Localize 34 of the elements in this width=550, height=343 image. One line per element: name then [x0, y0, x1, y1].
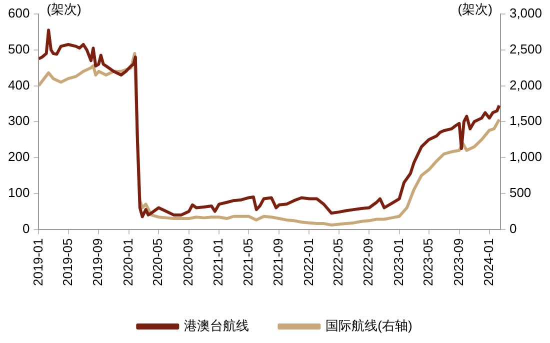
y2-axis-title: (架次)	[458, 2, 492, 17]
x-tick-label: 2023-05	[420, 238, 436, 286]
x-tick-label: 2023-01	[390, 238, 406, 286]
y2-tick-label: 1,500	[509, 113, 542, 128]
x-tick-label: 2022-05	[330, 238, 346, 286]
x-tick-label: 2021-01	[210, 238, 226, 286]
legend-label: 国际航线(右轴)	[326, 318, 412, 334]
x-tick-label: 2019-09	[90, 238, 106, 286]
y-tick-label: 300	[8, 113, 30, 128]
y-tick-label: 400	[8, 77, 30, 92]
x-tick-label: 2019-01	[30, 238, 46, 286]
y2-tick-label: 500	[509, 184, 532, 200]
y2-tick-label: 3,000	[509, 6, 542, 21]
y-tick-label: 100	[8, 184, 30, 200]
y-axis-title: (架次)	[46, 2, 82, 17]
x-tick-label: 2023-09	[450, 238, 466, 286]
y2-tick-label: 2,500	[509, 41, 542, 56]
y-tick-label: 500	[8, 41, 30, 56]
y2-tick-label: 0	[509, 220, 517, 236]
y2-tick-label: 1,000	[509, 149, 542, 164]
y-tick-label: 200	[8, 149, 30, 164]
y-tick-label: 0	[22, 220, 30, 236]
x-tick-label: 2021-05	[240, 238, 256, 286]
x-tick-label: 2020-05	[150, 238, 166, 286]
x-tick-label: 2022-01	[300, 238, 316, 286]
x-tick-label: 2022-09	[360, 238, 376, 286]
legend-label: 港澳台航线	[184, 318, 250, 334]
x-tick-label: 2024-01	[480, 238, 496, 286]
y-tick-label: 600	[8, 6, 30, 21]
y2-tick-label: 2,000	[509, 77, 542, 92]
x-tick-label: 2020-01	[120, 238, 136, 286]
x-tick-label: 2019-05	[60, 238, 75, 286]
x-tick-label: 2020-09	[180, 238, 196, 286]
x-tick-label: 2021-09	[270, 238, 286, 286]
